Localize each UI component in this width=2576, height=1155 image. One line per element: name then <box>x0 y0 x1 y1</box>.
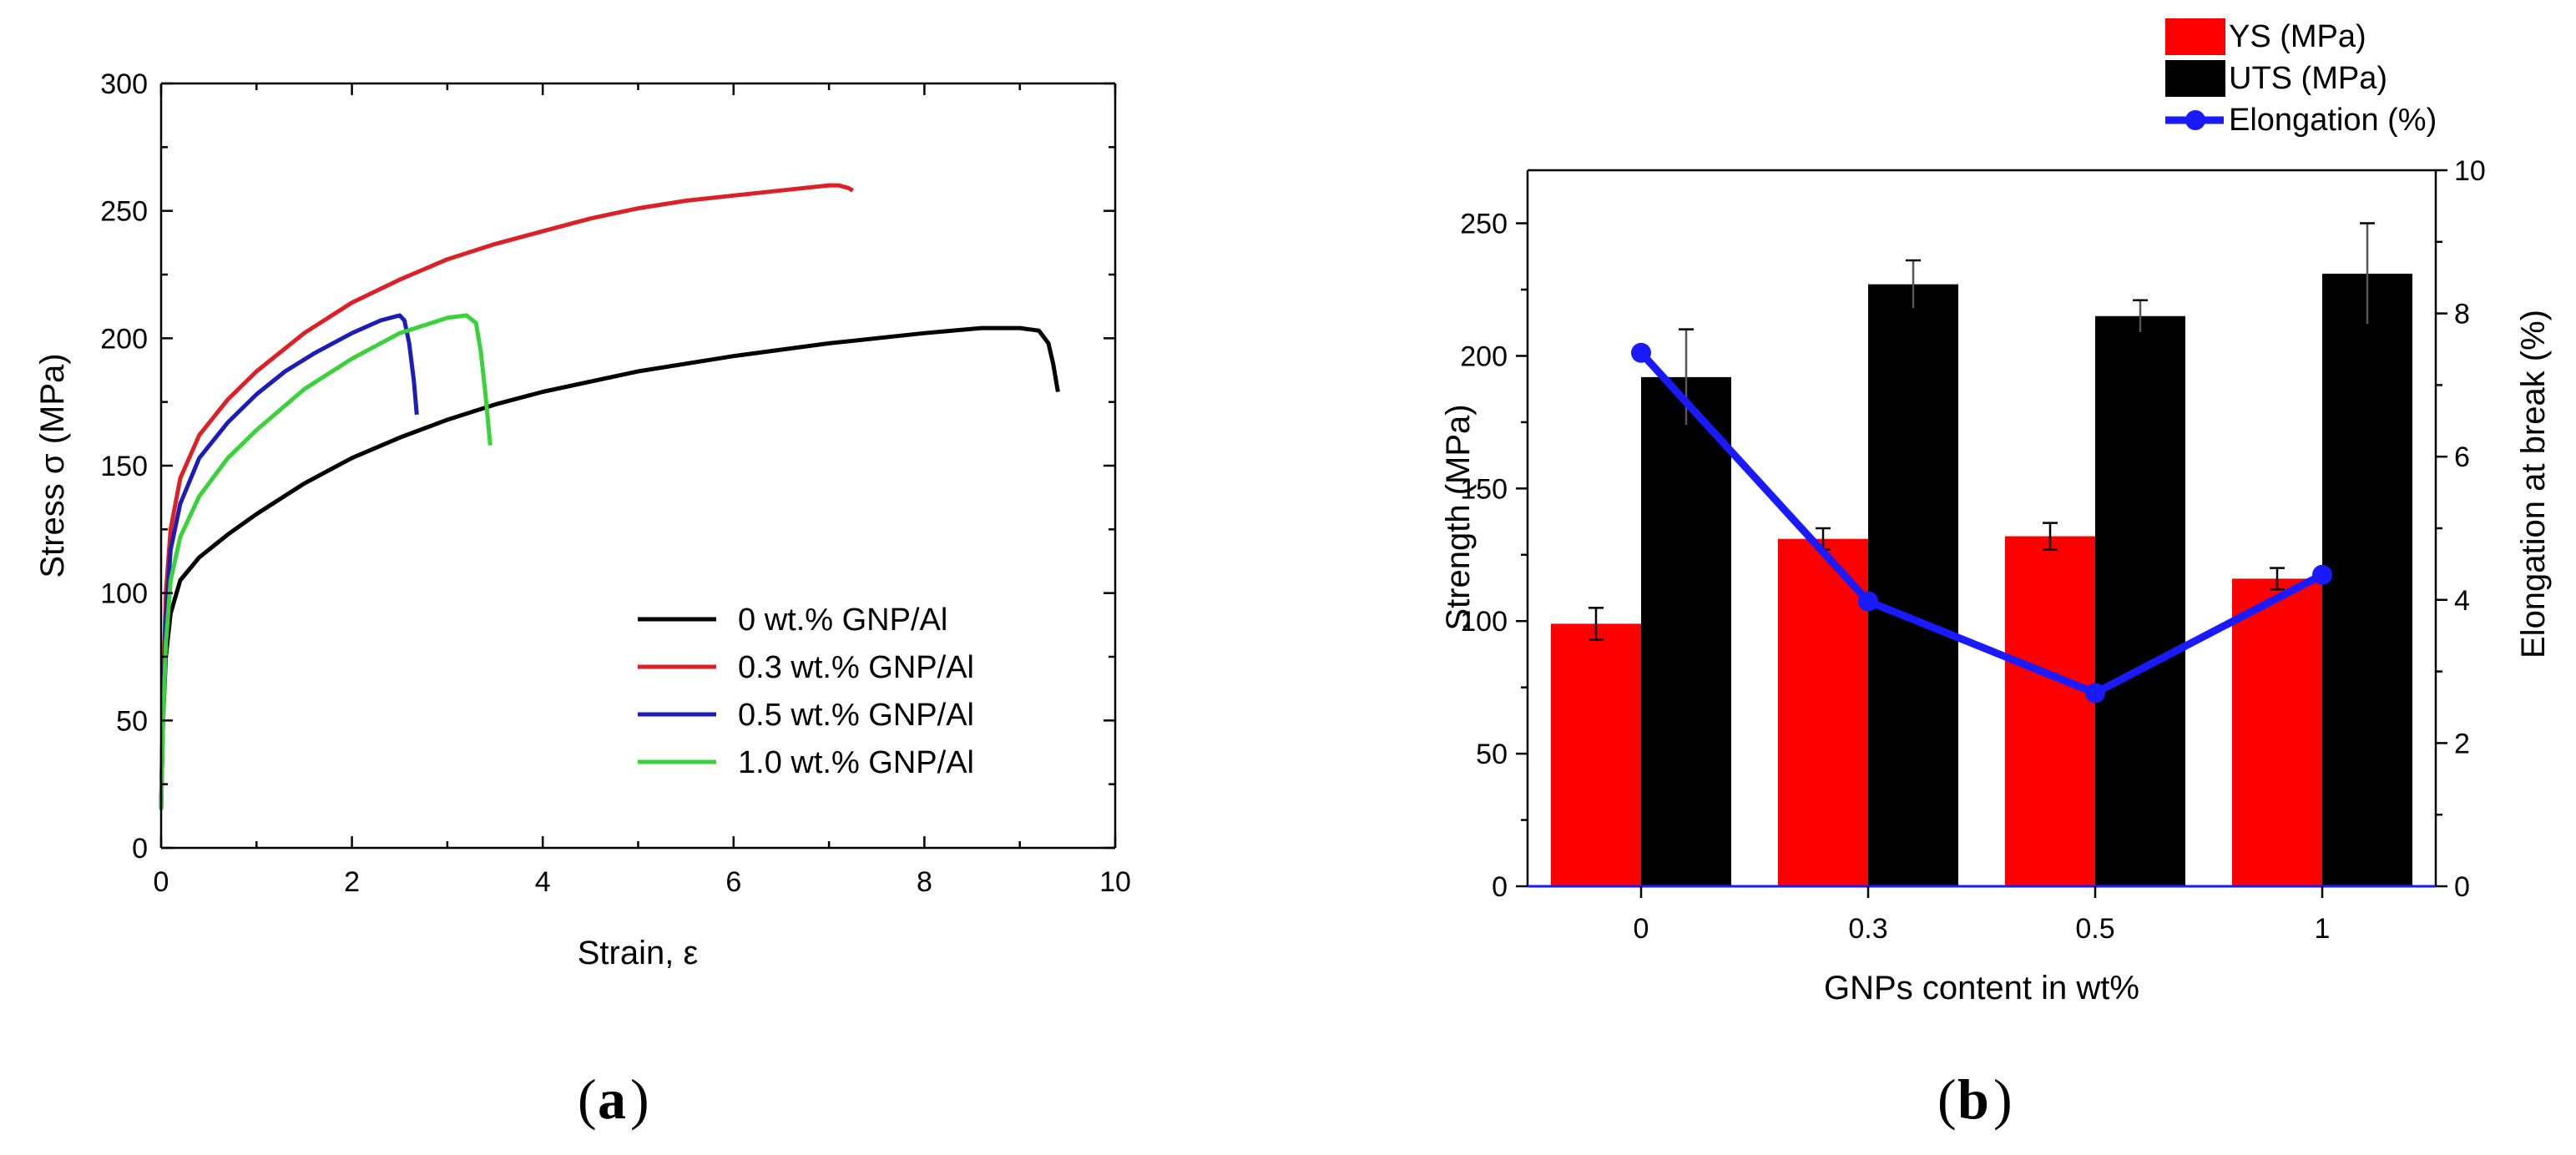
panel-a-legend-label-0: 0 wt.% GNP/Al <box>738 603 947 638</box>
panel-b-x-tick-label-0: 0 <box>1634 913 1649 945</box>
panel-a-x-tick-label: 6 <box>725 866 741 898</box>
panel-b-elongation-line-layer <box>1631 342 2332 704</box>
panel-b-bar-0-3 <box>2232 578 2322 886</box>
panel-b-x-tick-label-1: 0.3 <box>1848 913 1887 945</box>
panel-b-elongation-point-2 <box>2085 683 2105 704</box>
panel-a-x-tick-label: 0 <box>154 866 169 898</box>
panel-b-y2-tick-label: 8 <box>2454 299 2470 330</box>
panel-b-y-tick-label: 100 <box>1460 606 1508 638</box>
panel-a-x-tick-label: 10 <box>1099 866 1131 898</box>
panel-b-y2-axis-title: Elongation at break (%) <box>2515 310 2552 658</box>
panel-a-legend: 0 wt.% GNP/Al 0.3 wt.% GNP/Al 0.5 wt.% GNP… <box>638 603 974 780</box>
panel-b-legend-label-0: YS (MPa) <box>2229 19 2366 54</box>
panel-b-bar-1-0 <box>1641 376 1731 886</box>
panel-b-label: b <box>1957 1067 1989 1131</box>
panel-a-label-open-paren: ( <box>578 1067 597 1131</box>
panel-a-y-tick-label: 100 <box>100 578 148 610</box>
panel-a-y-tick-label: 0 <box>132 833 148 865</box>
panel-b-elongation-point-0 <box>1631 342 1651 363</box>
panel-a-y-tick-label: 50 <box>116 705 148 737</box>
panel-a-legend-label-1: 0.3 wt.% GNP/Al <box>738 650 974 685</box>
panel-a-x-tick-label: 8 <box>917 866 932 898</box>
panel-b-bar-1-1 <box>1868 284 1958 887</box>
panel-b-legend-swatch-1 <box>2165 60 2225 97</box>
panel-b-legend-label-2: Elongation (%) <box>2229 103 2437 138</box>
panel-b-legend: YS (MPa) UTS (MPa) Elongation (%) <box>2165 18 2437 138</box>
panel-b-legend-label-1: UTS (MPa) <box>2229 61 2387 96</box>
panel-b-y-axis-title: Strength (MPa) <box>1440 404 1477 630</box>
panel-b-x-axis-title: GNPs content in wt% <box>1824 970 2139 1006</box>
panel-a-legend-label-3: 1.0 wt.% GNP/Al <box>738 745 974 780</box>
panel-a-y-axis-title: Stress σ (MPa) <box>34 353 71 578</box>
panel-b-y-tick-label: 250 <box>1460 209 1508 240</box>
panel-b-bar-1-3 <box>2322 273 2412 886</box>
panel-b-bars-layer <box>1551 273 2412 887</box>
panel-b-y2-tick-label: 10 <box>2454 155 2486 187</box>
panel-a-series-line-2 <box>159 313 419 810</box>
panel-a-x-axis-title: Strain, ε <box>578 935 699 971</box>
panel-a-series-line-3 <box>159 313 492 810</box>
panel-b-legend-marker-2 <box>2185 110 2205 130</box>
panel-b-bar-0-0 <box>1551 623 1641 886</box>
panel-b-y-tick-label: 0 <box>1492 871 1508 903</box>
panel-b-elongation-point-3 <box>2312 564 2332 585</box>
panel-a-y-tick-label: 300 <box>100 68 148 100</box>
panel-b-elongation-point-1 <box>1858 591 1878 612</box>
panel-b-x-tick-label-3: 1 <box>2315 913 2331 945</box>
panel-b-y2-tick-label: 6 <box>2454 441 2470 473</box>
panel-b-bar-0-1 <box>1778 538 1868 886</box>
panel-a-y-tick-label: 250 <box>100 196 148 228</box>
panel-a-label: a <box>598 1067 626 1131</box>
panel-b-y-tick-label: 150 <box>1460 473 1508 505</box>
panel-b-y2-tick-label: 4 <box>2454 585 2470 617</box>
panel-b-elongation-line <box>1638 350 2325 697</box>
panel-b-bar-0-2 <box>2005 536 2095 886</box>
panel-a-y-tick-label: 200 <box>100 323 148 355</box>
panel-a-y-tick-label: 150 <box>100 451 148 482</box>
panel-b-x-tick-label-2: 0.5 <box>2075 913 2114 945</box>
panel-a-series-layer <box>159 183 1060 810</box>
panel-a-series-line-1 <box>159 183 854 810</box>
panel-a-legend-label-2: 0.5 wt.% GNP/Al <box>738 698 974 733</box>
panel-b-y2-tick-label: 0 <box>2454 871 2470 903</box>
panel-a-label-close-paren: ) <box>630 1067 649 1131</box>
panel-b-y-tick-label: 50 <box>1476 739 1508 770</box>
panel-a-x-tick-label: 4 <box>535 866 551 898</box>
panel-b-label-open-paren: ( <box>1937 1067 1957 1131</box>
panel-b-legend-swatch-0 <box>2165 18 2225 55</box>
panel-b-label-close-paren: ) <box>1993 1067 2013 1131</box>
panel-b-y2-tick-label: 2 <box>2454 728 2470 759</box>
panel-a-series-line-0 <box>159 325 1060 810</box>
panel-b-y-tick-label: 200 <box>1460 340 1508 372</box>
panel-a-x-tick-label: 2 <box>344 866 360 898</box>
panel-b-bar-1-2 <box>2095 315 2185 886</box>
